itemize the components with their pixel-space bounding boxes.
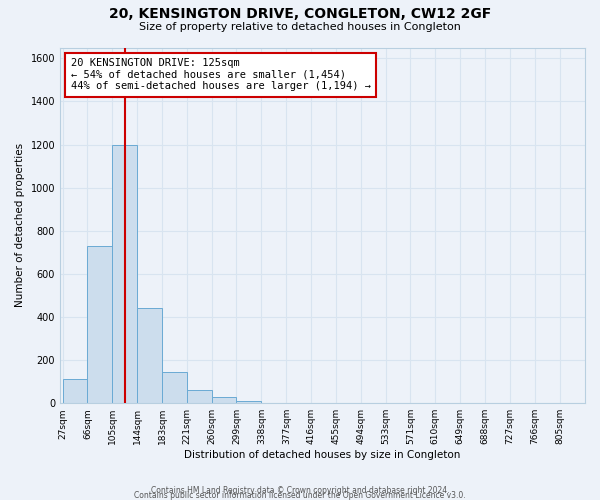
X-axis label: Distribution of detached houses by size in Congleton: Distribution of detached houses by size … — [184, 450, 461, 460]
Bar — [88, 246, 112, 403]
Text: Contains public sector information licensed under the Open Government Licence v3: Contains public sector information licen… — [134, 490, 466, 500]
Bar — [187, 390, 212, 403]
Text: 20, KENSINGTON DRIVE, CONGLETON, CW12 2GF: 20, KENSINGTON DRIVE, CONGLETON, CW12 2G… — [109, 8, 491, 22]
Bar — [212, 396, 236, 403]
Bar — [162, 372, 187, 403]
Text: 20 KENSINGTON DRIVE: 125sqm
← 54% of detached houses are smaller (1,454)
44% of : 20 KENSINGTON DRIVE: 125sqm ← 54% of det… — [71, 58, 371, 92]
Text: Size of property relative to detached houses in Congleton: Size of property relative to detached ho… — [139, 22, 461, 32]
Y-axis label: Number of detached properties: Number of detached properties — [15, 144, 25, 308]
Bar — [112, 144, 137, 403]
Bar — [62, 380, 88, 403]
Bar — [236, 401, 262, 403]
Text: Contains HM Land Registry data © Crown copyright and database right 2024.: Contains HM Land Registry data © Crown c… — [151, 486, 449, 495]
Bar — [137, 308, 162, 403]
